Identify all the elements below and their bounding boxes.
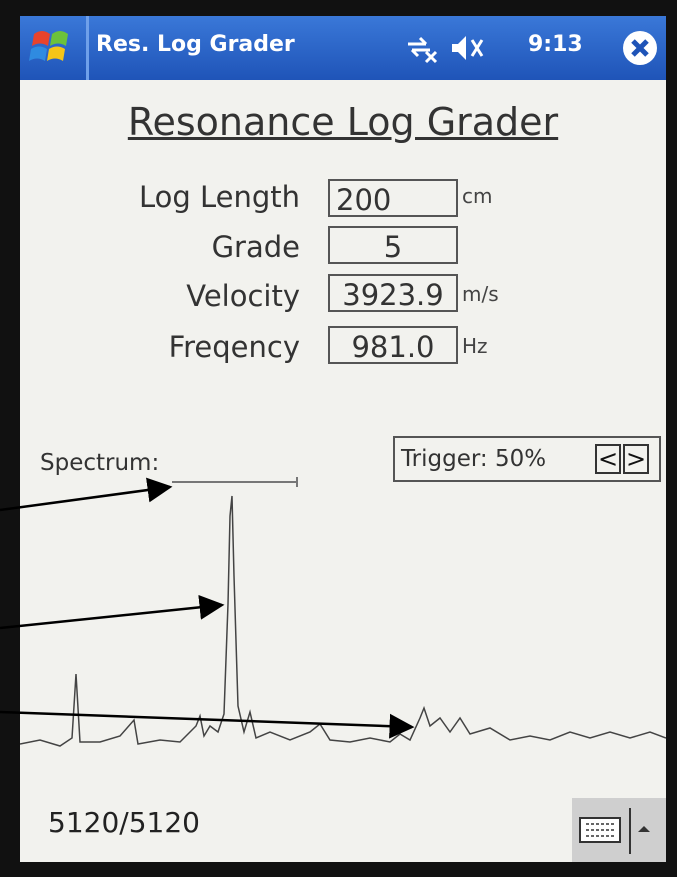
clock: 9:13	[528, 32, 583, 57]
spectrum-trace	[20, 496, 666, 746]
field-value[interactable]: 200	[328, 179, 458, 217]
field-value[interactable]: 3923.9	[328, 274, 458, 312]
sample-count: 5120/5120	[48, 806, 200, 839]
close-button[interactable]	[620, 28, 660, 68]
field-unit: cm	[462, 184, 492, 208]
start-logo[interactable]	[28, 24, 78, 72]
title-bar: Res. Log Grader 9:13	[20, 16, 666, 80]
field-label: Freqency	[20, 330, 300, 364]
device-screen: Res. Log Grader 9:13 Resonance Log Grade…	[20, 16, 666, 862]
field-value[interactable]: 5	[328, 226, 458, 264]
spectrum-plot	[20, 456, 666, 776]
field-label: Velocity	[20, 279, 300, 313]
field-label: Grade	[20, 230, 300, 264]
field-value[interactable]: 981.0	[328, 326, 458, 364]
app-name: Res. Log Grader	[96, 32, 295, 57]
keyboard-icon	[572, 798, 666, 862]
status-icons	[404, 30, 514, 66]
field-unit: m/s	[462, 282, 499, 306]
separator	[86, 16, 89, 80]
page-title: Resonance Log Grader	[20, 100, 666, 144]
field-unit: Hz	[462, 334, 488, 358]
input-panel[interactable]	[572, 798, 666, 862]
page: {"title_bar": {"app_name": "Res. Log Gra…	[0, 0, 677, 877]
field-label: Log Length	[20, 180, 300, 214]
